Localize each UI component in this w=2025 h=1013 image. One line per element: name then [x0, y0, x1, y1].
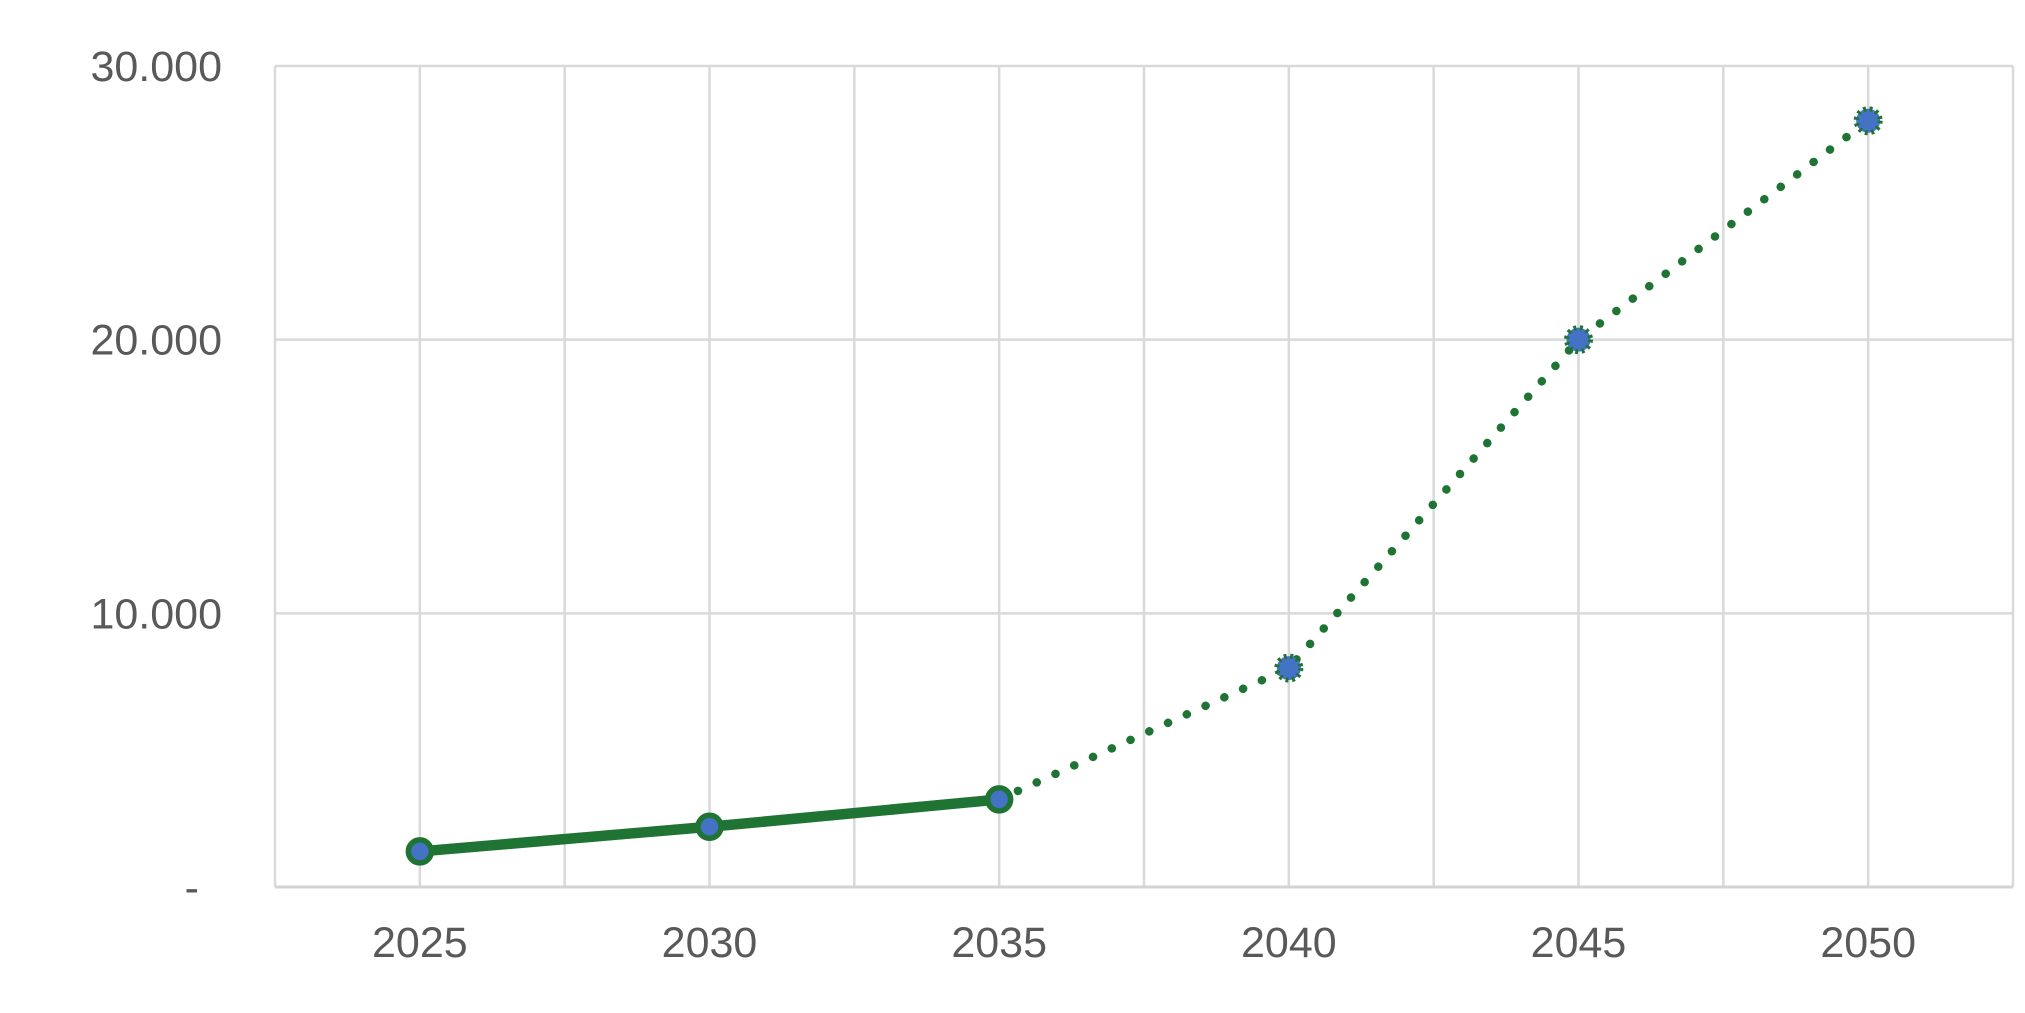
- x-tick-label: 2045: [1531, 919, 1627, 967]
- chart-background: [40, 16, 2025, 997]
- y-tick-label: 20.000: [90, 317, 222, 365]
- data-point-marker: [984, 785, 1014, 814]
- data-point-marker: [695, 812, 724, 842]
- x-tick-label: 2025: [372, 919, 468, 967]
- y-tick-label: 10.000: [90, 590, 222, 638]
- data-point-marker: [1853, 106, 1883, 136]
- y-tick-label: 30.000: [90, 43, 222, 91]
- data-point-marker: [405, 837, 435, 866]
- data-point-marker: [1564, 325, 1593, 355]
- y-tick-label: -: [185, 864, 199, 912]
- chart-canvas: 30.000 20.000 10.000 - 2025 2030 2035 2040 2045 2…: [40, 16, 2025, 997]
- x-tick-label: 2035: [951, 919, 1047, 967]
- x-tick-label: 2030: [662, 919, 758, 967]
- series-line-dotted: [994, 116, 1873, 804]
- line-chart[interactable]: 30.000 20.000 10.000 - 2025 2030 2035 2040 2045 2…: [40, 16, 2025, 997]
- data-point-marker: [1274, 653, 1304, 683]
- x-tick-label: 2040: [1241, 919, 1337, 967]
- x-tick-label: 2050: [1820, 919, 1916, 967]
